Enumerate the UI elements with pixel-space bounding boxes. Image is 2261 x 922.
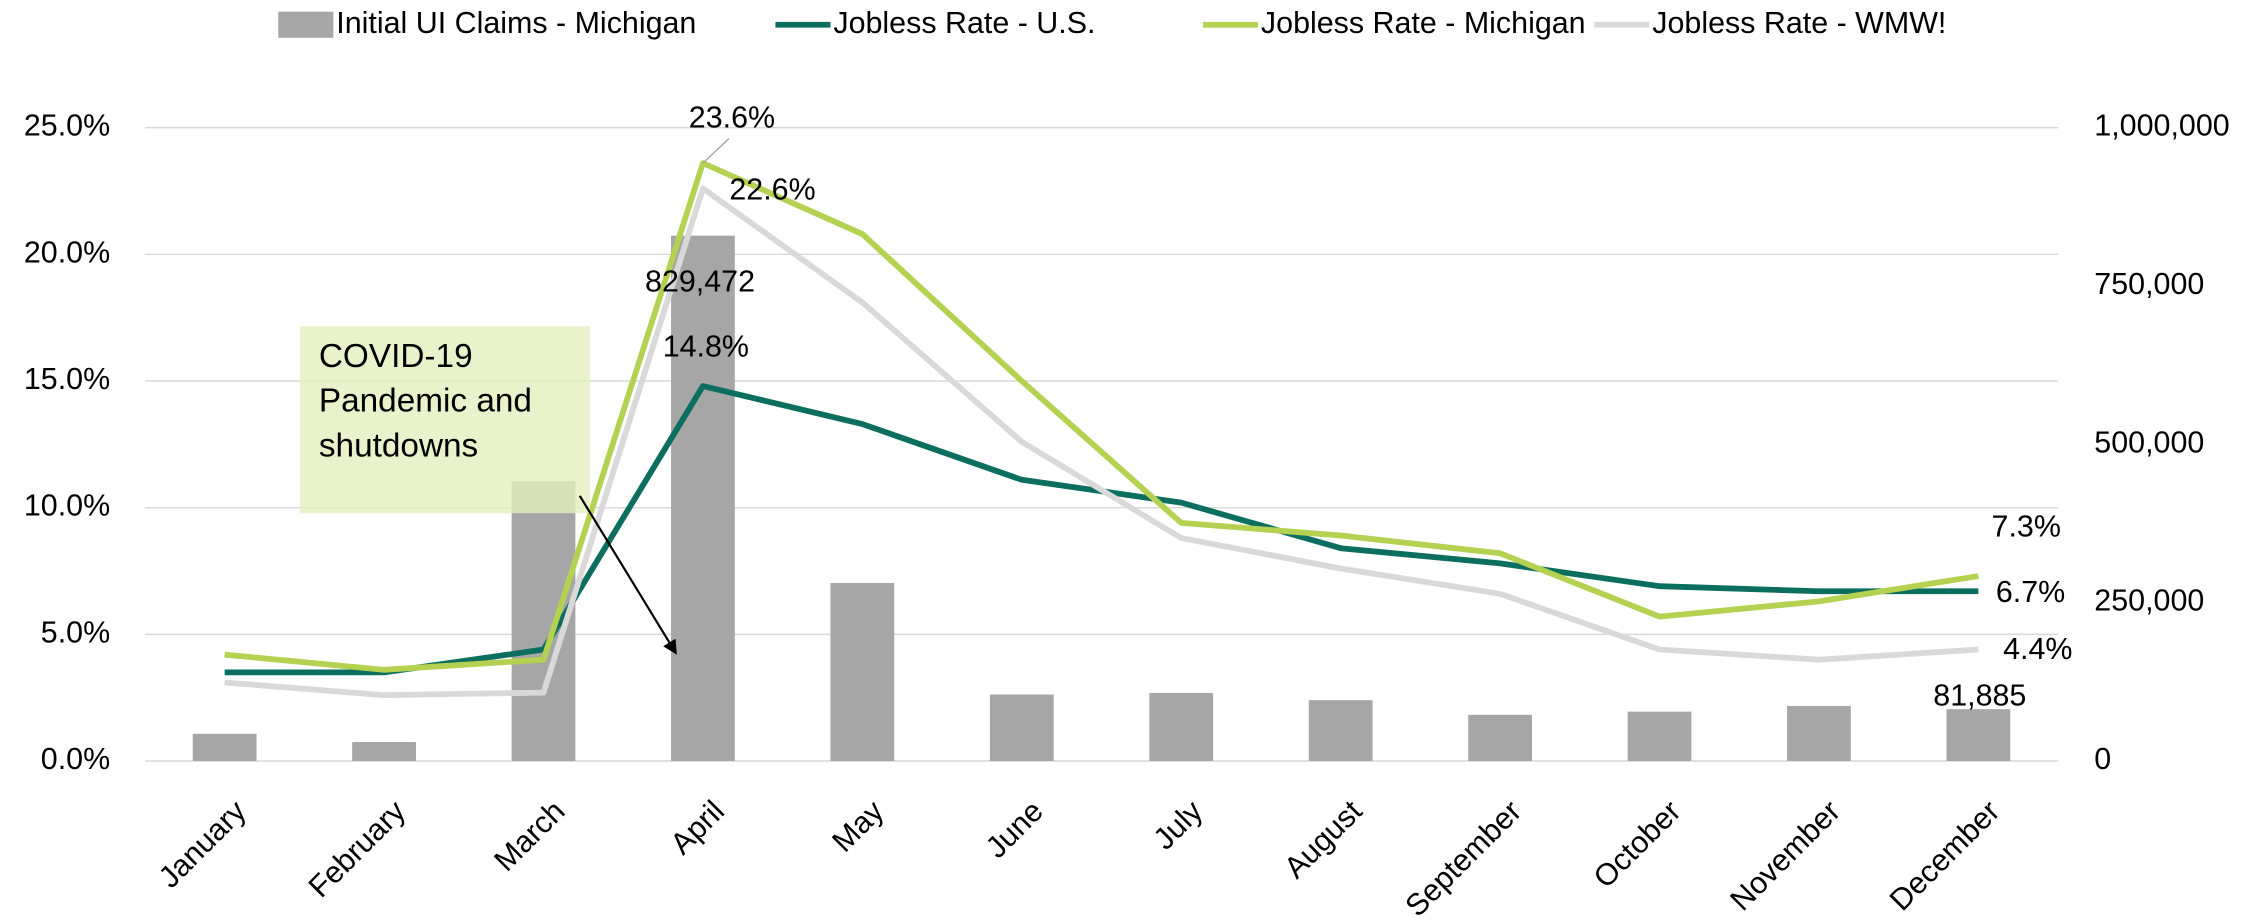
y-tick-label: 5.0% — [41, 615, 110, 649]
x-tick-label: March — [488, 794, 572, 878]
bar — [1308, 700, 1373, 762]
line — [224, 185, 1979, 699]
bar — [192, 733, 257, 762]
line — [224, 160, 1979, 673]
x-tick-label: January — [152, 793, 253, 894]
x-tick-label: June — [979, 794, 1050, 865]
y2-tick-label: 0 — [2094, 742, 2111, 776]
x-tick-label: December — [1883, 794, 2006, 917]
x-tick-label: May — [826, 793, 891, 858]
y-tick-label: 0.0% — [41, 742, 110, 776]
annotation-arrow — [578, 495, 677, 655]
y2-tick-label: 750,000 — [2094, 267, 2204, 301]
x-tick-label: August — [1278, 794, 1369, 885]
bar — [1627, 711, 1692, 762]
y2-tick-label: 500,000 — [2094, 425, 2204, 459]
y2-tick-label: 250,000 — [2094, 584, 2204, 618]
y-tick-label: 25.0% — [24, 109, 110, 143]
data-label: 23.6% — [689, 101, 775, 135]
bar — [352, 742, 416, 762]
x-tick-label: April — [664, 794, 731, 861]
bar — [989, 694, 1054, 762]
data-label: 829,472 — [645, 265, 755, 299]
x-tick-label: February — [302, 793, 413, 904]
bar — [1787, 705, 1851, 762]
bar — [830, 583, 895, 762]
legend-swatch — [278, 11, 334, 38]
legend-label: Initial UI Claims - Michigan — [336, 6, 696, 40]
data-label: 14.8% — [663, 329, 749, 363]
data-label: 6.7% — [1996, 575, 2065, 609]
x-tick-label: October — [1587, 794, 1688, 895]
bar — [1149, 692, 1214, 762]
data-label: 7.3% — [1992, 509, 2061, 543]
legend-label: Jobless Rate - Michigan — [1261, 6, 1586, 40]
y-tick-label: 20.0% — [24, 235, 110, 269]
data-label: 4.4% — [2003, 632, 2072, 666]
data-label: 81,885 — [1933, 679, 2026, 713]
x-tick-label: November — [1724, 794, 1847, 917]
y-tick-label: 10.0% — [24, 489, 110, 523]
y2-tick-label: 1,000,000 — [2094, 109, 2229, 143]
bar — [1946, 709, 2011, 762]
x-tick-label: September — [1399, 794, 1528, 922]
legend-label: Jobless Rate - U.S. — [833, 6, 1095, 40]
y-tick-label: 15.0% — [24, 362, 110, 396]
bar — [1468, 714, 1532, 762]
annotation: COVID-19 Pandemic and shutdowns — [318, 336, 532, 464]
annotation-area: COVID-19 Pandemic and shutdowns — [318, 336, 532, 464]
x-tick-label: July — [1147, 793, 1210, 856]
legend-label: Jobless Rate - WMW! — [1652, 6, 1946, 40]
annotation-box — [300, 326, 590, 514]
bar — [671, 235, 735, 762]
leader-line — [702, 137, 730, 164]
data-label: 22.6% — [729, 172, 815, 206]
